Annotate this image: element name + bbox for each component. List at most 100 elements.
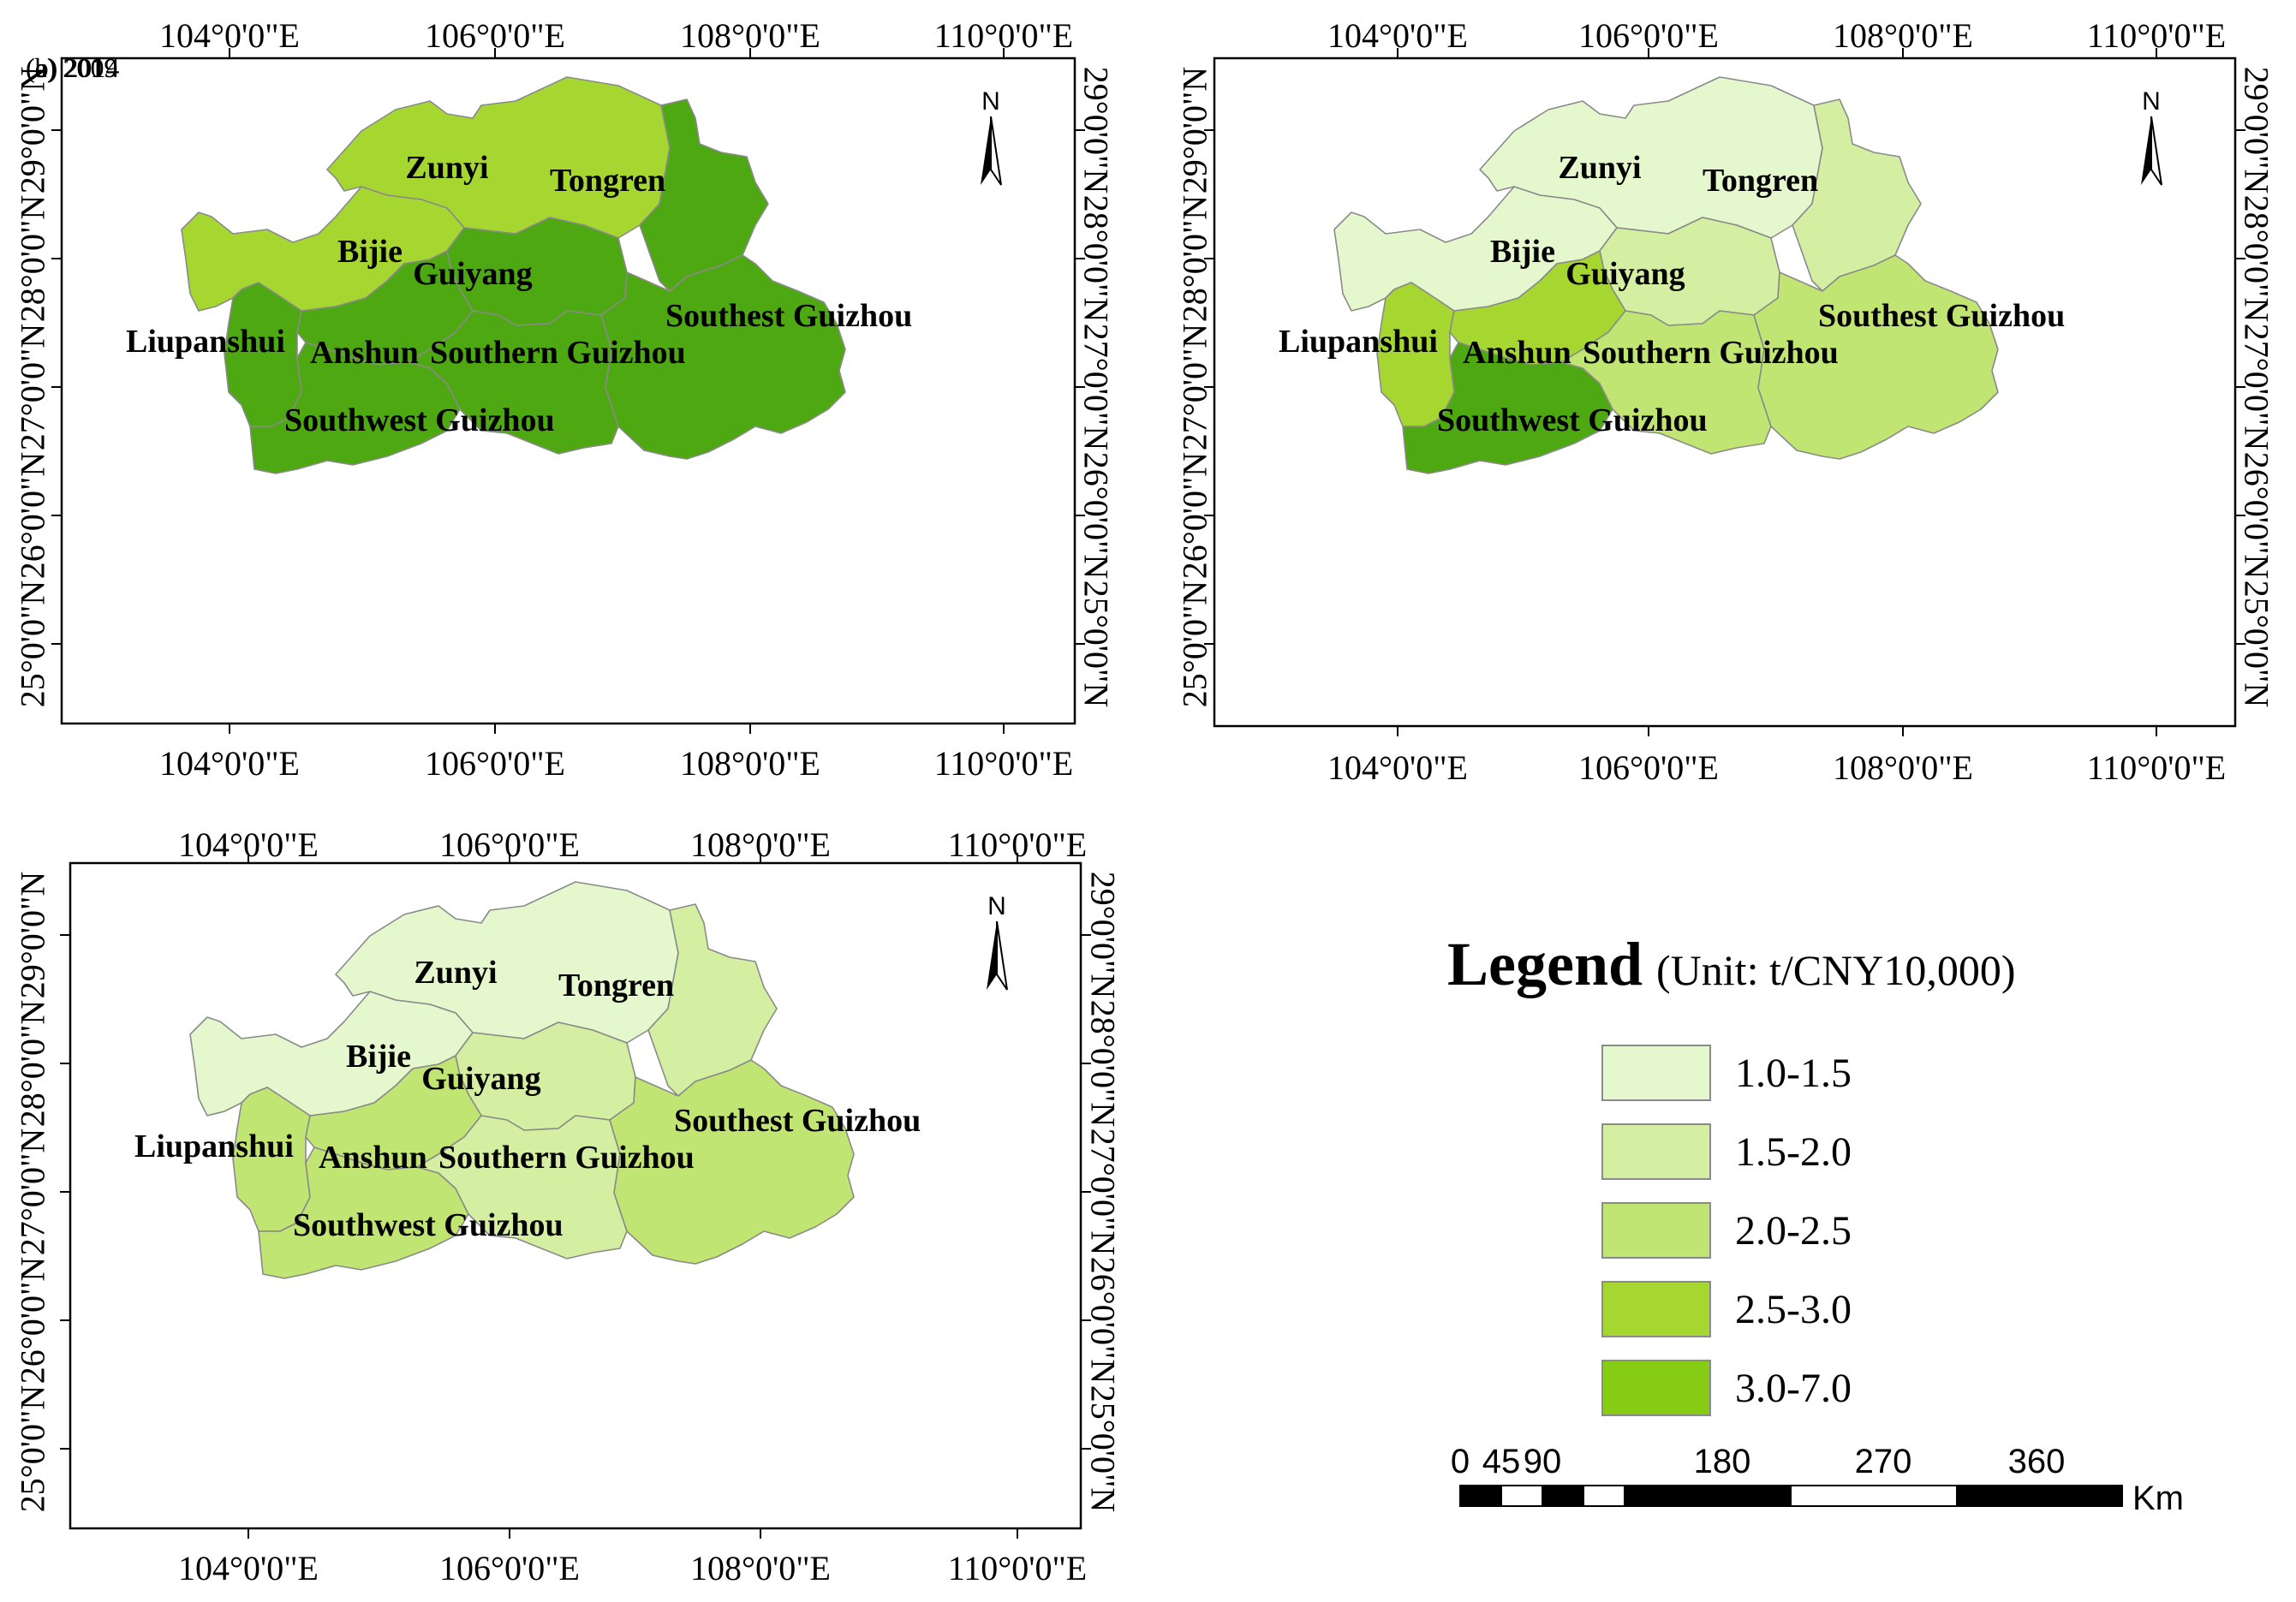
- latitude-label: 29°0'0"N: [2238, 67, 2276, 194]
- scale-tick-label: 90: [1524, 1443, 1562, 1480]
- region-tongren: [647, 903, 778, 1097]
- longitude-label: 108°0'0"E: [1833, 748, 1973, 787]
- longitude-label: 104°0'0"E: [159, 744, 300, 783]
- legend-item-label: 1.0-1.5: [1735, 1050, 1852, 1096]
- latitude-label: 25°0'0"N: [14, 581, 52, 707]
- map-panel-2014: 104°0'0"E 104°0'0"E 106°0'0"E 106°0'0"E 108°…: [26, 16, 2276, 787]
- region-label-southwest: Southwest Guizhou: [1437, 402, 1708, 438]
- latitude-label: 26°0'0"N: [1077, 452, 1116, 579]
- longitude-label: 110°0'0"E: [948, 1549, 1087, 1587]
- region-southwest: [1402, 342, 1613, 474]
- region-label-southern: Southern Guizhou: [430, 335, 686, 371]
- legend-item: 2.5-3.0: [1601, 1270, 1852, 1349]
- longitude-label: 104°0'0"E: [1327, 748, 1468, 787]
- region-label-tongren: Tongren: [1703, 163, 1818, 199]
- region-label-zunyi: Zunyi: [405, 150, 488, 186]
- latitude-label: 29°0'0"N: [14, 872, 52, 998]
- region-label-tongren: Tongren: [558, 968, 674, 1003]
- north-arrow-icon: N: [987, 892, 1008, 991]
- longitude-label: 110°0'0"E: [2087, 16, 2226, 55]
- region-southwest: [249, 342, 461, 474]
- longitude-label: 106°0'0"E: [439, 1549, 580, 1587]
- longitude-label: 106°0'0"E: [425, 16, 565, 55]
- longitude-label: 110°0'0"E: [934, 744, 1073, 783]
- region-label-bijie: Bijie: [1490, 234, 1555, 270]
- north-arrow-label: N: [2142, 87, 2161, 116]
- longitude-label: 106°0'0"E: [425, 744, 565, 783]
- latitude-label: 29°0'0"N: [1176, 67, 1214, 194]
- latitude-label: 26°0'0"N: [1084, 1257, 1123, 1384]
- legend-item-label: 2.5-3.0: [1735, 1286, 1852, 1332]
- latitude-label: 27°0'0"N: [1084, 1129, 1123, 1255]
- longitude-label: 108°0'0"E: [680, 744, 820, 783]
- region-southern: [408, 310, 619, 455]
- legend-item: 1.0-1.5: [1601, 1033, 1852, 1112]
- region-label-liupanshui: Liupanshui: [1279, 324, 1438, 360]
- north-arrow-label: N: [981, 87, 1000, 116]
- legend-item-label: 2.0-2.5: [1735, 1207, 1852, 1254]
- map-content: Zunyi Tongren Bijie Guiyang Liupanshui Anshun…: [1279, 76, 2065, 474]
- region-label-guiyang: Guiyang: [413, 256, 532, 292]
- latitude-label: 29°0'0"N: [14, 67, 52, 194]
- region-label-southern: Southern Guizhou: [438, 1140, 695, 1176]
- scale-bar-segments: [1459, 1485, 2123, 1507]
- north-arrow-left-half: [2141, 116, 2151, 185]
- region-label-guiyang: Guiyang: [421, 1061, 540, 1097]
- region-label-southwest: Southwest Guizhou: [293, 1207, 564, 1243]
- latitude-label: 26°0'0"N: [14, 1257, 52, 1384]
- latitude-label: 28°0'0"N: [2238, 195, 2276, 322]
- region-label-southeast: Southest Guizhou: [665, 298, 912, 334]
- latitude-label: 27°0'0"N: [14, 324, 52, 450]
- north-arrow-left-half: [987, 921, 997, 990]
- north-arrow-right-half: [990, 116, 1002, 186]
- region-tongren: [639, 98, 769, 292]
- legend: Legend (Unit: t/CNY10,000) 1.0-1.5 1.5-2.…: [1447, 929, 2218, 1580]
- scale-tick-label: 45: [1482, 1443, 1521, 1480]
- longitude-label: 104°0'0"E: [178, 1549, 319, 1587]
- region-label-liupanshui: Liupanshui: [134, 1129, 294, 1164]
- longitude-label: 108°0'0"E: [680, 16, 820, 55]
- map-panel-2019: 104°0'0"E 104°0'0"E 106°0'0"E 106°0'0"E 108°…: [14, 52, 1123, 1587]
- legend-swatch: [1601, 1360, 1711, 1416]
- region-southeast: [609, 1059, 855, 1265]
- panel-label: (a) 2009: [26, 52, 118, 83]
- region-label-anshun: Anshun: [310, 335, 419, 371]
- latitude-label: 28°0'0"N: [1084, 1000, 1123, 1127]
- scale-unit: Km: [2132, 1480, 2184, 1517]
- region-southern: [416, 1115, 628, 1260]
- map-panel-2009: 104°0'0"E 104°0'0"E 106°0'0"E 106°0'0"E 108°…: [14, 16, 1116, 783]
- region-southeast: [600, 254, 846, 460]
- longitude-label: 104°0'0"E: [178, 825, 319, 864]
- longitude-label: 110°0'0"E: [934, 16, 1073, 55]
- north-arrow-right-half: [996, 920, 1008, 991]
- longitude-label: 106°0'0"E: [439, 825, 580, 864]
- region-southwest: [258, 1146, 469, 1279]
- longitude-label: 106°0'0"E: [1578, 16, 1719, 55]
- latitude-label: 27°0'0"N: [1176, 324, 1214, 450]
- north-arrow-left-half: [981, 116, 991, 185]
- legend-item: 1.5-2.0: [1601, 1112, 1852, 1191]
- legend-swatch: [1601, 1045, 1711, 1101]
- latitude-label: 28°0'0"N: [14, 1000, 52, 1127]
- region-label-southeast: Southest Guizhou: [1818, 298, 2065, 334]
- region-label-bijie: Bijie: [346, 1039, 411, 1075]
- legend-title-text: Legend: [1447, 930, 1643, 998]
- map-content: Zunyi Tongren Bijie Guiyang Liupanshui Anshun…: [126, 76, 912, 474]
- legend-swatch: [1601, 1281, 1711, 1337]
- legend-items: 1.0-1.5 1.5-2.0 2.0-2.5 2.5-3.0 3.0-7.0: [1601, 1033, 1852, 1427]
- region-label-southeast: Southest Guizhou: [674, 1103, 921, 1139]
- region-label-bijie: Bijie: [337, 234, 403, 270]
- longitude-label: 104°0'0"E: [1327, 16, 1468, 55]
- latitude-label: 26°0'0"N: [2238, 452, 2276, 579]
- latitude-label: 29°0'0"N: [1084, 872, 1123, 998]
- longitude-label: 108°0'0"E: [690, 825, 831, 864]
- region-label-liupanshui: Liupanshui: [126, 324, 285, 360]
- longitude-label: 104°0'0"E: [159, 16, 300, 55]
- latitude-label: 28°0'0"N: [1077, 195, 1116, 322]
- region-label-tongren: Tongren: [550, 163, 665, 199]
- longitude-label: 110°0'0"E: [948, 825, 1087, 864]
- region-label-anshun: Anshun: [1463, 335, 1571, 371]
- region-southeast: [1753, 254, 1999, 460]
- region-label-zunyi: Zunyi: [1558, 150, 1641, 186]
